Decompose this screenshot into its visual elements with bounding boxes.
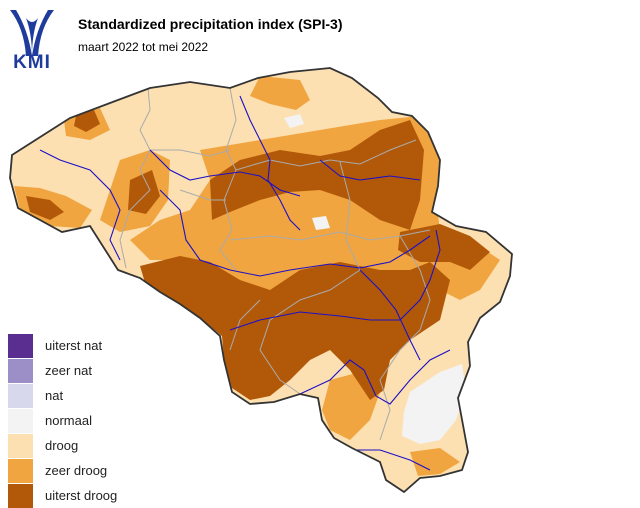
zone-zeer-droog-north [250,76,310,110]
legend-label: zeer nat [45,363,92,378]
legend-label: uiterst nat [45,338,103,353]
legend-item-zeer-nat: zeer nat [8,358,117,383]
legend-label: zeer droog [45,463,108,478]
legend-item-uiterst-nat: uiterst nat [8,333,117,358]
zone-normaal-south [402,364,466,444]
legend-item-normaal: normaal [8,408,117,433]
zone-uiterst-droog-wallonia [140,256,450,400]
legend-item-uiterst-droog: uiterst droog [8,483,117,508]
legend-item-nat: nat [8,383,117,408]
legend-label: nat [45,388,64,403]
zone-uiterst-droog-flanders [128,170,160,214]
legend-swatch [8,458,33,483]
kmi-logo-icon [10,10,54,56]
legend-swatch [8,333,33,358]
zone-normaal-north [284,114,304,128]
legend-swatch [8,433,33,458]
logo-text: KMI [13,52,51,73]
zone-zeer-droog-sw [410,448,460,476]
legend-swatch [8,383,33,408]
legend-swatch [8,483,33,508]
map-subtitle: maart 2022 tot mei 2022 [78,40,209,54]
map-title: Standardized precipitation index (SPI-3) [78,16,343,32]
zone-uiterst-droog-east [398,224,490,270]
zone-uiterst-droog-coast [74,110,100,132]
zone-uiterst-droog-west [26,196,64,220]
legend-item-zeer-droog: zeer droog [8,458,117,483]
legend-swatch [8,358,33,383]
legend-label: droog [45,438,79,453]
legend-swatch [8,408,33,433]
legend-item-droog: droog [8,433,117,458]
zone-uiterst-droog-central-belt [210,120,424,230]
zone-normaal-center [312,216,330,230]
legend: uiterst nat zeer nat nat normaal droog z… [8,333,117,508]
legend-label: uiterst droog [45,488,118,503]
legend-label: normaal [45,413,92,428]
